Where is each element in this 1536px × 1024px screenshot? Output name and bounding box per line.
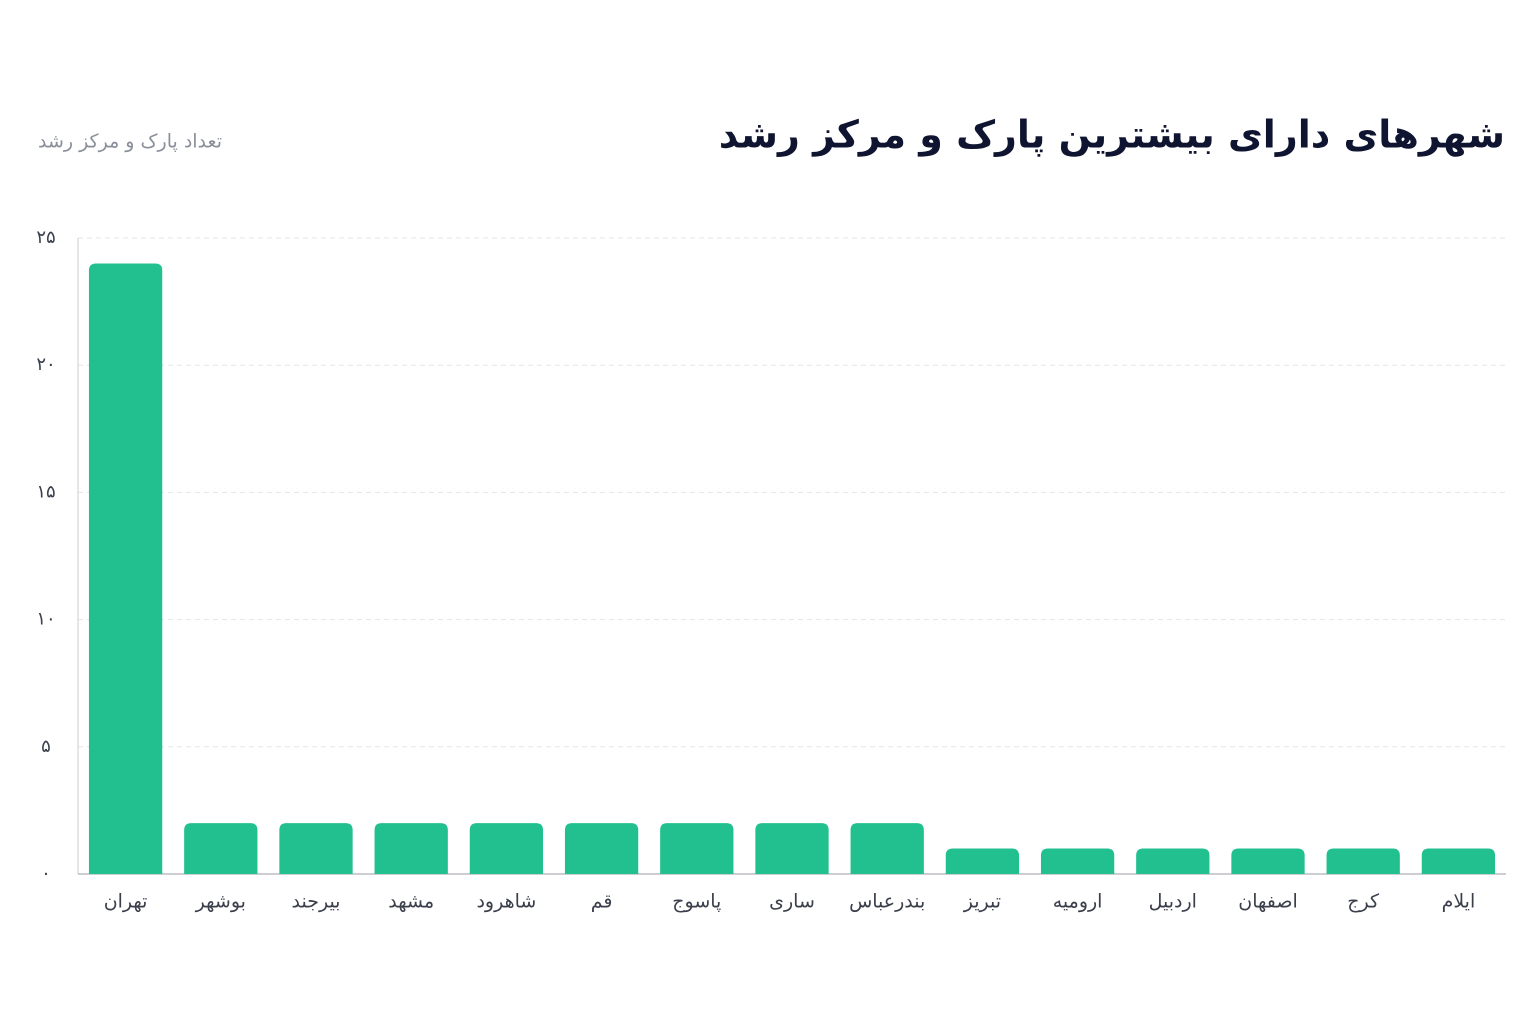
bar: [469, 823, 544, 874]
bar: [374, 823, 448, 874]
x-tick-label: ایلام: [1442, 891, 1476, 913]
x-tick-label: بندرعباس: [849, 891, 925, 913]
bar: [660, 823, 734, 874]
bar: [850, 823, 924, 874]
x-tick-label: ارومیه: [1053, 891, 1103, 913]
bar: [945, 848, 1020, 874]
y-tick-label: ۱۰: [36, 609, 55, 630]
x-tick-label: اصفهان: [1238, 891, 1298, 913]
x-tick-label: شاهرود: [476, 891, 536, 913]
bar: [1136, 848, 1210, 874]
x-tick-label: تهران: [104, 891, 148, 913]
bar: [1040, 848, 1115, 874]
x-tick-label: بیرجند: [292, 891, 341, 913]
x-tick-label: بوشهر: [195, 891, 246, 913]
x-tick-label: قم: [591, 891, 613, 913]
y-axis-label: تعداد پارک و مرکز رشد: [38, 131, 222, 153]
x-tick-label: اردبیل: [1149, 891, 1197, 913]
y-tick-label: ۵: [41, 736, 51, 757]
chart-title: شهرهای دارای بیشترین پارک و مرکز رشد: [719, 113, 1505, 158]
bar: [184, 823, 258, 874]
x-tick-label: مشهد: [388, 891, 434, 913]
y-tick-label: ۲۵: [36, 227, 55, 248]
bar: [1231, 848, 1305, 874]
x-tick-label: پاسوج: [672, 891, 721, 913]
x-tick-label: تبریز: [963, 891, 1001, 913]
y-tick-label: ۱۵: [36, 481, 55, 502]
x-tick-label: ساری: [769, 891, 815, 913]
bar: [1421, 848, 1496, 874]
x-tick-label: کرج: [1347, 891, 1380, 913]
bar: [755, 823, 829, 874]
bar: [88, 263, 163, 874]
bar: [564, 823, 639, 874]
y-tick-label: ۲۰: [36, 354, 55, 375]
y-tick-label: ۰: [41, 863, 51, 884]
bar: [1326, 848, 1400, 874]
bar: [279, 823, 353, 874]
